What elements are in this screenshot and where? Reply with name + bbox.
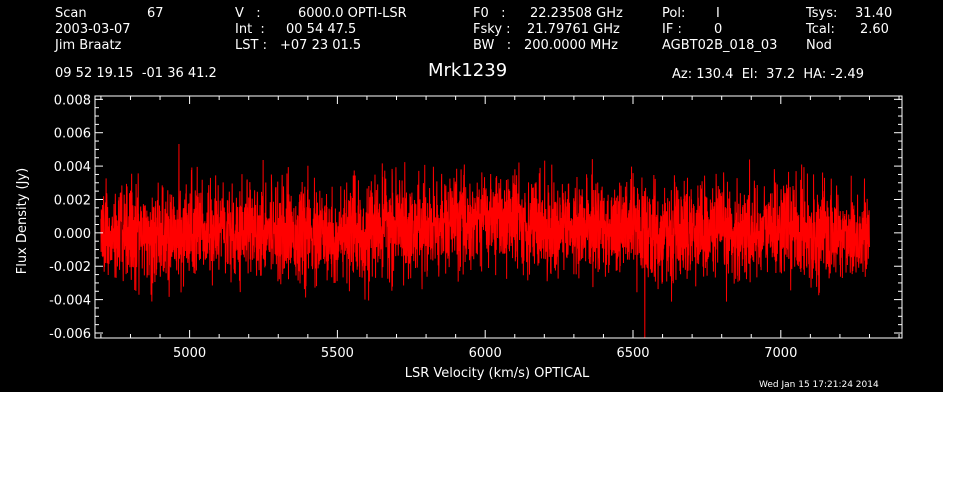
observation-date: 2003-03-07 (55, 22, 131, 37)
mode: Nod (806, 38, 832, 53)
int-label: Int : (235, 22, 265, 37)
x-tick-label: 7000 (764, 346, 797, 361)
if-label: IF : (662, 22, 682, 37)
y-tick-label: 0.006 (54, 127, 91, 142)
spectrum-chart: 5000 5500 6000 6500 7000 -0.006 -0.004 -0.002 0.… (15, 93, 903, 381)
ticks-group: 5000 5500 6000 6500 7000 -0.006 -0.004 -0.002 0.… (49, 93, 902, 361)
y-tick-label: 0.002 (54, 193, 91, 208)
y-tick-label: 0.000 (54, 227, 91, 242)
pol-label: Pol: (662, 6, 686, 21)
az-el-ha: Az: 130.4 El: 37.2 HA: -2.49 (672, 67, 864, 82)
x-tick-label: 6000 (469, 346, 502, 361)
source-name: Mrk1239 (428, 60, 508, 81)
project-id: AGBT02B_018_03 (662, 38, 778, 53)
tcal-label: Tcal: (806, 22, 835, 37)
x-tick-label: 5000 (173, 346, 206, 361)
lst-value: +07 23 01.5 (280, 38, 362, 53)
scan-value: 67 (147, 6, 164, 21)
f0-value: 22.23508 GHz (530, 6, 623, 21)
int-value: 00 54 47.5 (286, 22, 357, 37)
y-tick-label: -0.002 (49, 260, 91, 275)
v-label: V : (235, 6, 261, 21)
y-tick-label: -0.006 (49, 327, 91, 342)
plot-frame (94, 95, 903, 339)
plot-panel: Scan 67 2003-03-07 Jim Braatz V : 6000.0… (0, 0, 943, 392)
lst-label: LST : (235, 38, 267, 53)
x-axis-label: LSR Velocity (km/s) OPTICAL (405, 366, 590, 381)
spectrum-series-line (100, 144, 870, 339)
y-tick-label: 0.004 (54, 160, 91, 175)
y-axis-label: Flux Density (Jy) (15, 168, 30, 274)
bw-value: 200.0000 MHz (524, 38, 618, 53)
scan-label: Scan (55, 6, 87, 21)
source-coordinates: 09 52 19.15 -01 36 41.2 (55, 66, 217, 81)
fsky-value: 21.79761 GHz (527, 22, 620, 37)
x-tick-label: 6500 (616, 346, 649, 361)
timestamp: Wed Jan 15 17:21:24 2014 (759, 380, 879, 390)
x-tick-label: 5500 (321, 346, 354, 361)
tsys-value: 31.40 (855, 6, 893, 21)
series-group (100, 144, 870, 339)
y-tick-label: -0.004 (49, 294, 91, 309)
if-value: 0 (714, 22, 723, 37)
fsky-label: Fsky : (473, 22, 511, 37)
tsys-label: Tsys: (806, 6, 838, 21)
tcal-value: 2.60 (860, 22, 889, 37)
v-value: 6000.0 OPTI-LSR (298, 6, 407, 21)
bw-label: BW : (473, 38, 512, 53)
y-tick-label: 0.008 (54, 93, 91, 108)
pol-value: I (716, 6, 720, 21)
observer-name: Jim Braatz (55, 38, 122, 53)
f0-label: F0 : (473, 6, 506, 21)
